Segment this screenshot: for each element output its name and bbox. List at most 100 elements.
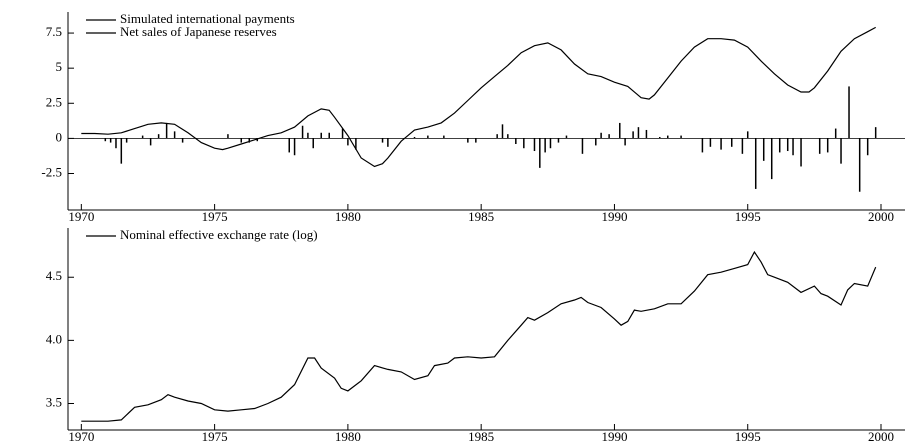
x-tick-label: 2000 <box>868 429 894 444</box>
bar <box>544 138 546 153</box>
x-tick-label: 1970 <box>68 209 94 224</box>
bar <box>720 138 722 150</box>
bar <box>632 131 634 139</box>
bar <box>288 138 290 153</box>
x-tick-label: 1980 <box>335 209 361 224</box>
bar <box>165 122 168 139</box>
y-tick-label: 5 <box>56 59 63 74</box>
bar <box>312 138 314 149</box>
bar <box>770 138 773 180</box>
bar <box>427 135 429 139</box>
bar <box>826 138 829 153</box>
y-tick-label: 3.5 <box>46 394 62 409</box>
bar <box>565 135 568 139</box>
bar <box>792 138 794 156</box>
bar <box>341 128 344 139</box>
bar <box>659 136 661 139</box>
bar <box>467 138 469 143</box>
y-tick-label: 4.0 <box>46 331 62 346</box>
bar <box>475 138 477 143</box>
y-tick-label: 4.5 <box>46 268 62 283</box>
bar <box>818 138 821 154</box>
bar <box>181 138 184 143</box>
x-tick-label: 1975 <box>202 209 228 224</box>
bar <box>328 132 330 139</box>
bar <box>709 138 712 147</box>
bar <box>523 138 525 149</box>
y-tick-label: 0 <box>56 129 63 144</box>
x-tick-label: 2000 <box>868 209 894 224</box>
bar <box>600 132 602 139</box>
legend-label: Net sales of Japanese reserves <box>120 24 277 39</box>
bar <box>619 122 621 139</box>
y-tick-label: 2.5 <box>46 94 62 109</box>
bar <box>141 135 144 139</box>
bar <box>173 131 176 139</box>
bar <box>125 138 128 143</box>
x-tick-label: 1990 <box>601 429 627 444</box>
x-tick-label: 1980 <box>335 429 361 444</box>
bar <box>320 132 322 139</box>
bar <box>754 138 757 189</box>
bar <box>355 138 357 150</box>
bar <box>248 138 251 143</box>
bar <box>874 127 877 139</box>
bar <box>443 135 445 139</box>
line <box>81 250 877 422</box>
bar <box>701 138 704 153</box>
bar <box>624 138 626 146</box>
bar <box>762 138 765 161</box>
bar <box>549 138 552 149</box>
bar <box>149 138 152 146</box>
bar <box>307 132 309 139</box>
bar <box>347 138 349 146</box>
bar <box>115 138 117 149</box>
bar <box>581 138 584 154</box>
bar <box>746 131 749 139</box>
bar <box>157 134 160 139</box>
bar <box>848 86 850 139</box>
bar <box>293 138 296 156</box>
line <box>81 26 876 168</box>
bar <box>637 127 640 139</box>
bar <box>301 125 304 139</box>
bar <box>667 135 669 139</box>
y-tick-label: 7.5 <box>46 24 62 39</box>
y-tick-label: -2.5 <box>41 164 62 179</box>
bar <box>778 138 781 153</box>
bar <box>539 138 541 168</box>
legend-label: Nominal effective exchange rate (log) <box>120 227 318 242</box>
bar <box>109 138 112 143</box>
x-tick-label: 1990 <box>601 209 627 224</box>
bar <box>104 138 107 142</box>
x-tick-label: 1985 <box>468 429 494 444</box>
bar <box>680 135 682 139</box>
bar <box>256 138 259 142</box>
bar <box>800 138 802 167</box>
bar <box>786 138 789 152</box>
legend-label: Simulated international payments <box>120 11 295 26</box>
x-tick-label: 1970 <box>68 429 94 444</box>
bar <box>840 138 842 164</box>
bar <box>496 134 498 139</box>
bar <box>557 138 560 143</box>
x-tick-label: 1995 <box>735 429 761 444</box>
bar <box>387 138 389 147</box>
bar <box>533 138 536 152</box>
bar <box>413 136 416 139</box>
bar <box>730 138 733 147</box>
bar <box>240 138 243 143</box>
x-tick-label: 1995 <box>735 209 761 224</box>
bar <box>595 138 597 146</box>
bar <box>608 134 610 139</box>
bar <box>741 138 744 154</box>
bar <box>515 138 517 144</box>
bar <box>866 138 869 156</box>
bar <box>381 138 384 143</box>
bar <box>834 128 837 139</box>
x-tick-label: 1985 <box>468 209 494 224</box>
bar <box>227 134 229 139</box>
bar <box>858 138 861 192</box>
bar <box>120 138 123 164</box>
